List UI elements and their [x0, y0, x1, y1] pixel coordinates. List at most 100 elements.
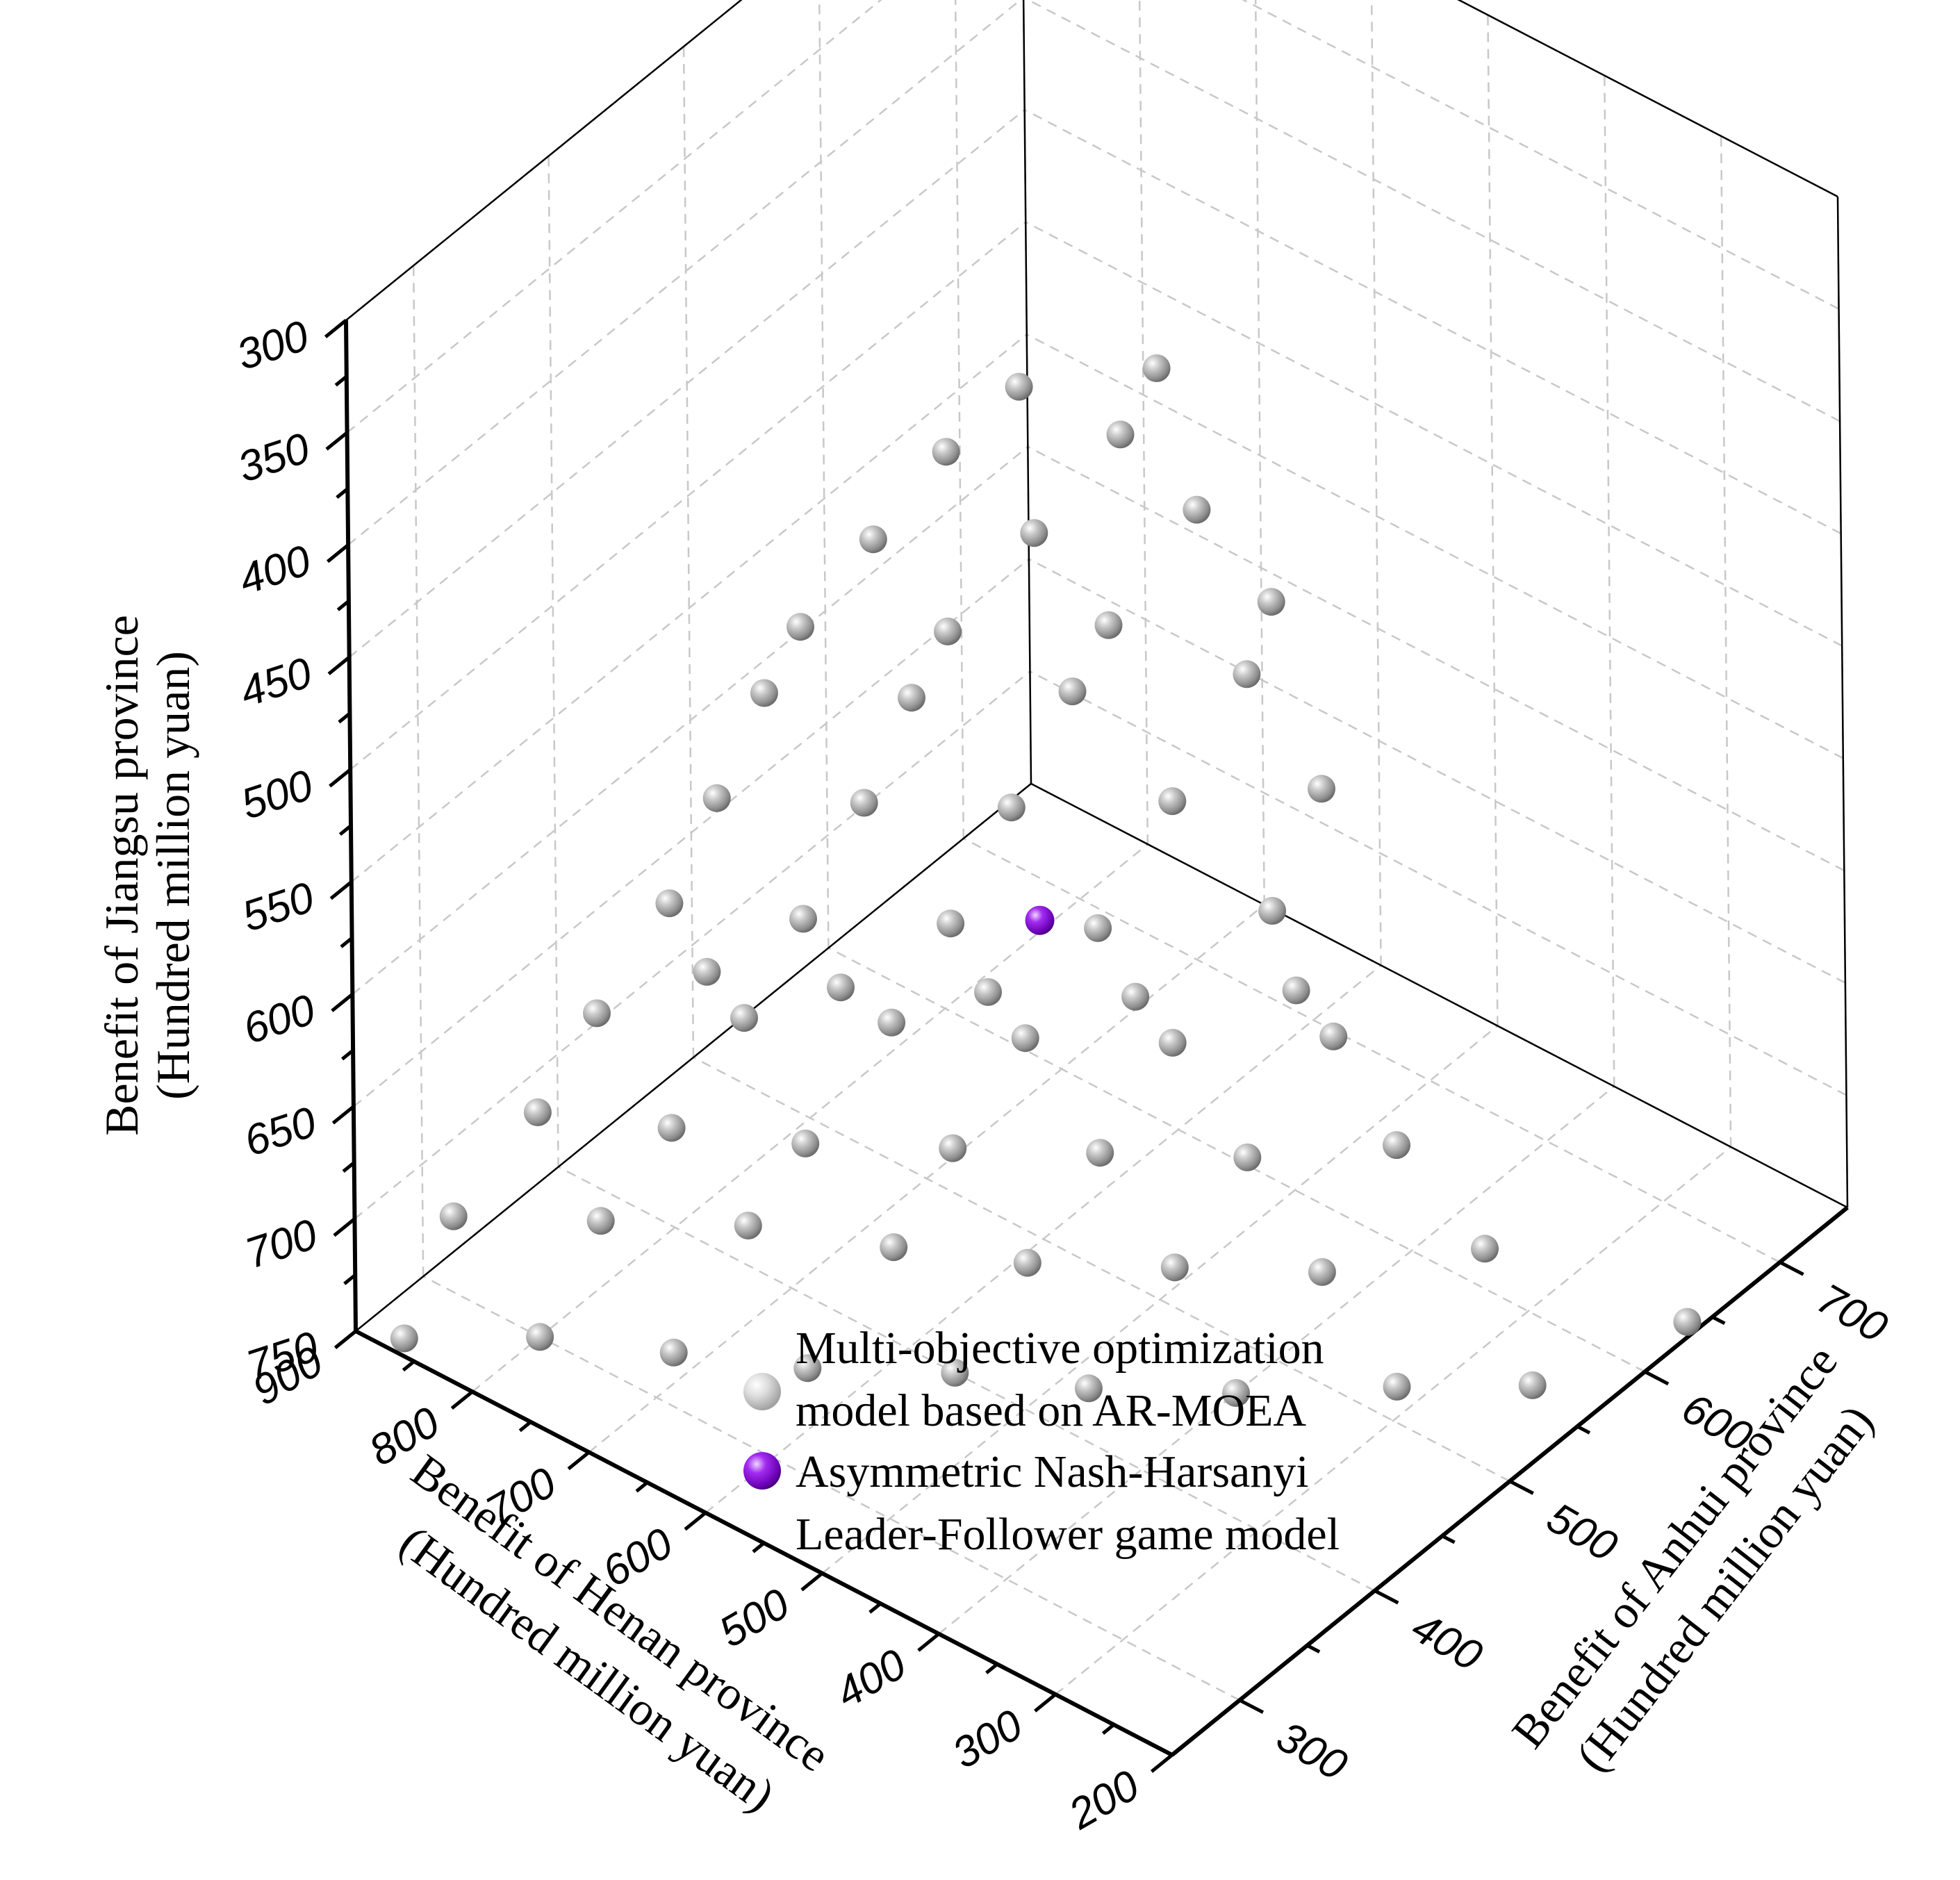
henan-tick	[567, 1451, 591, 1471]
pareto-point	[880, 1233, 908, 1262]
grid-line	[354, 670, 1031, 1220]
grid-line	[1242, 0, 1840, 310]
pareto-point	[1233, 1143, 1262, 1171]
grid-line	[348, 109, 1026, 658]
jiangsu-tick	[333, 1217, 356, 1237]
frame-edge	[1457, 0, 1838, 198]
pareto-point	[787, 613, 814, 641]
grid-line	[1026, 0, 1840, 422]
jiangsu-axis-title-line1: Benefit of Jiangsu province	[95, 615, 148, 1136]
henan-tick-label: 500	[711, 1580, 798, 1657]
pareto-point	[1005, 372, 1033, 401]
nash-point	[1025, 905, 1055, 935]
pareto-point	[657, 1114, 686, 1142]
pareto-point	[1020, 519, 1048, 547]
jiangsu-tick-label: 400	[233, 536, 317, 604]
jiangsu-tick-label: 650	[239, 1098, 322, 1166]
legend-label-pareto-line1: Multi-objective optimization	[796, 1323, 1324, 1374]
grid-line	[353, 558, 1030, 1107]
henan-tick-label: 200	[1060, 1761, 1147, 1839]
henan-minor-tick	[985, 1663, 998, 1674]
henan-tick	[684, 1511, 707, 1531]
pareto-point	[1183, 495, 1211, 524]
pareto-point	[1308, 775, 1335, 803]
henan-tick	[450, 1390, 474, 1410]
jiangsu-tick	[327, 543, 349, 563]
anhui-tick-label: 500	[1539, 1494, 1625, 1571]
pareto-point	[898, 684, 925, 712]
anhui-tick	[1508, 1479, 1534, 1495]
pareto-point	[1282, 976, 1310, 1005]
grid-line	[1029, 670, 1847, 1096]
jiangsu-axis-title: Benefit of Jiangsu province (Hundred mil…	[95, 615, 199, 1136]
pareto-point	[939, 1134, 967, 1162]
grid-line	[1026, 333, 1844, 759]
pareto-point	[1158, 1028, 1187, 1057]
pareto-point	[750, 679, 778, 707]
jiangsu-tick	[329, 880, 353, 900]
pareto-point	[1142, 354, 1171, 382]
anhui-tick-label: 400	[1403, 1603, 1490, 1680]
jiangsu-tick	[331, 993, 354, 1012]
grid-line	[350, 333, 1028, 883]
data-points	[390, 354, 1702, 1407]
pareto-point	[1013, 1248, 1041, 1277]
pareto-point	[859, 525, 887, 554]
henan-tick	[1034, 1692, 1057, 1713]
pareto-point	[1106, 420, 1135, 449]
jiangsu-tick-label: 450	[234, 649, 318, 717]
pareto-point	[1121, 982, 1150, 1011]
legend-label-nash-line1: Asymmetric Nash-Harsanyi	[796, 1446, 1309, 1497]
jiangsu-tick	[324, 319, 347, 338]
anhui-tick	[1374, 1589, 1399, 1605]
jiangsu-minor-tick	[336, 600, 350, 611]
pareto-point	[878, 1008, 906, 1037]
frame-edge	[1030, 782, 1848, 1209]
henan-minor-tick	[868, 1602, 882, 1614]
jiangsu-tick	[327, 656, 351, 675]
jiangsu-tick-label: 700	[240, 1210, 323, 1278]
pareto-point	[934, 617, 962, 645]
frame-edge	[345, 0, 743, 321]
henan-minor-tick	[752, 1542, 766, 1553]
pareto-point	[937, 909, 965, 938]
pareto-point	[827, 973, 855, 1002]
legend-label-nash-line2: Leader-Follower game model	[796, 1509, 1340, 1560]
pareto-point	[1084, 914, 1112, 942]
grid-line	[1604, 75, 1615, 1087]
pareto-point	[1258, 897, 1287, 925]
pareto-point	[1233, 660, 1261, 688]
pareto-point	[1319, 1022, 1348, 1050]
grid-line	[349, 221, 1027, 770]
anhui-minor-tick	[1306, 1644, 1321, 1654]
pareto-point	[1383, 1372, 1411, 1401]
jiangsu-minor-tick	[343, 1273, 356, 1285]
jiangsu-tick	[331, 1105, 355, 1125]
jiangsu-tick-label: 350	[232, 424, 315, 492]
henan-minor-tick	[635, 1481, 649, 1493]
jiangsu-tick	[329, 768, 352, 788]
grid-line	[352, 446, 1029, 995]
jiangsu-minor-tick	[342, 1161, 356, 1173]
anhui-tick-label: 700	[1809, 1275, 1895, 1352]
grid-line	[346, 0, 882, 434]
grid-line	[1055, 1146, 1731, 1695]
pareto-point	[793, 1354, 822, 1383]
pareto-point	[1518, 1371, 1547, 1399]
anhui-minor-tick	[1441, 1534, 1456, 1544]
grid-line	[422, 1276, 1240, 1701]
jiangsu-minor-tick	[334, 374, 348, 387]
legend-marker-nash	[743, 1452, 781, 1490]
anhui-tick	[1779, 1260, 1804, 1276]
pareto-point	[850, 789, 878, 817]
pareto-point	[932, 438, 960, 466]
pareto-point	[1011, 1024, 1039, 1053]
grid-line	[1138, 0, 1149, 845]
grid-line	[963, 837, 1781, 1263]
jiangsu-tick	[325, 431, 349, 451]
pareto-point	[974, 978, 1002, 1006]
pareto-point	[1257, 588, 1285, 616]
grid-line	[1370, 0, 1382, 966]
henan-minor-tick	[518, 1420, 532, 1433]
